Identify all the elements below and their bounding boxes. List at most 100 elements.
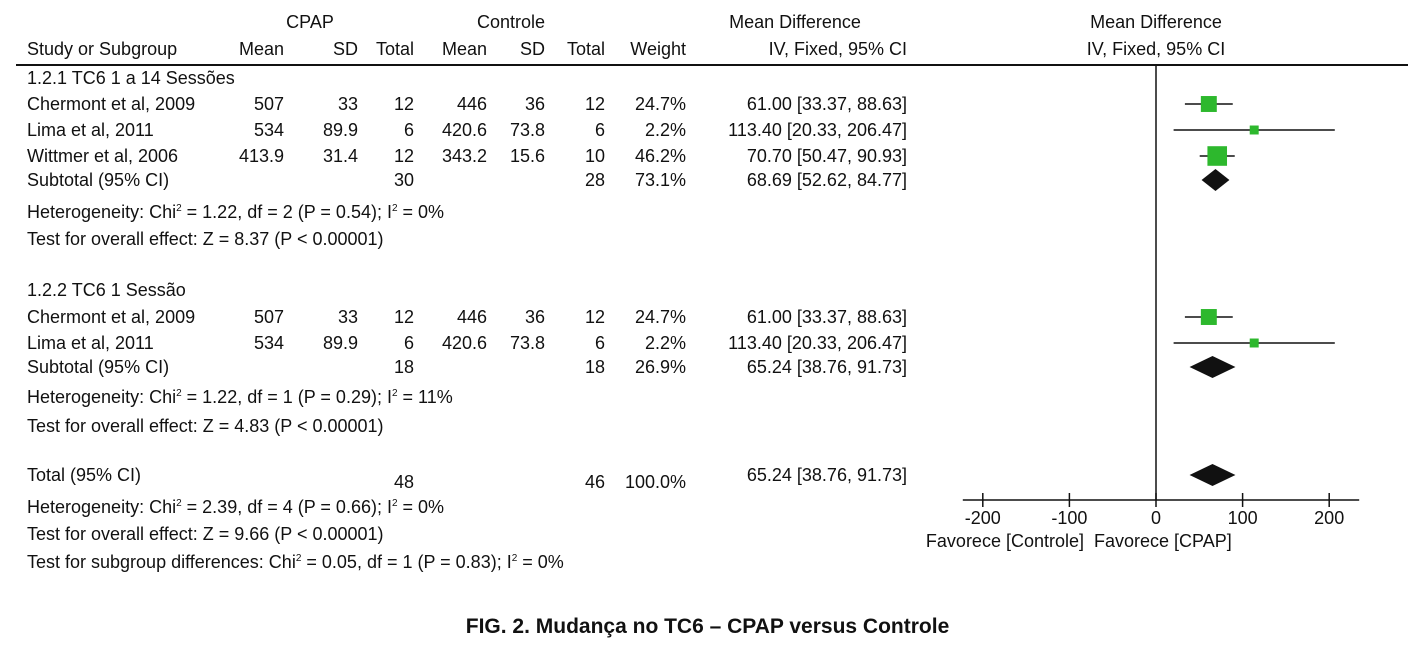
overall-effect-text: Test for overall effect: Z = 4.83 (P < 0… bbox=[27, 416, 384, 436]
study-sd-control: 15.6 bbox=[510, 146, 545, 166]
study-sd-cpap: 31.4 bbox=[323, 146, 358, 166]
study-mean-control: 446 bbox=[457, 94, 487, 114]
subtotal-label: Subtotal (95% CI) bbox=[27, 170, 169, 190]
study-ci: 61.00 [33.37, 88.63] bbox=[747, 307, 907, 327]
study-mean-cpap: 413.9 bbox=[239, 146, 284, 166]
study-mean-control: 420.6 bbox=[442, 333, 487, 353]
subtotal-weight: 26.9% bbox=[635, 357, 686, 377]
heterogeneity-text: Heterogeneity: Chi2 = 1.22, df = 1 (P = … bbox=[27, 387, 453, 407]
study-mean-cpap: 534 bbox=[254, 333, 284, 353]
effect-square bbox=[1249, 125, 1259, 135]
study-ci: 113.40 [20.33, 206.47] bbox=[728, 120, 907, 140]
study-name: Lima et al, 2011 bbox=[27, 333, 154, 353]
header-mean2: Mean bbox=[442, 39, 487, 59]
header-sd1: SD bbox=[333, 39, 358, 59]
study-total-control: 12 bbox=[585, 94, 605, 114]
total-heterogeneity-text: Heterogeneity: Chi2 = 2.39, df = 4 (P = … bbox=[27, 497, 444, 517]
header-group2: Controle bbox=[477, 12, 545, 32]
study-sd-control: 73.8 bbox=[510, 333, 545, 353]
study-mean-cpap: 534 bbox=[254, 120, 284, 140]
study-sd-cpap: 33 bbox=[338, 307, 358, 327]
study-sd-control: 36 bbox=[525, 307, 545, 327]
header-ci: IV, Fixed, 95% CI bbox=[769, 39, 907, 59]
header-sd2: SD bbox=[520, 39, 545, 59]
study-name: Chermont et al, 2009 bbox=[27, 94, 195, 114]
header-plot: Mean Difference bbox=[1090, 12, 1222, 32]
total-overall-effect-text: Test for overall effect: Z = 9.66 (P < 0… bbox=[27, 524, 384, 544]
subtotal-ci: 65.24 [38.76, 91.73] bbox=[747, 357, 907, 377]
study-sd-cpap: 89.9 bbox=[323, 120, 358, 140]
study-weight: 2.2% bbox=[645, 333, 686, 353]
x-label-left: Favorece [Controle] bbox=[926, 531, 1084, 551]
study-total-control: 6 bbox=[595, 333, 605, 353]
header-study: Study or Subgroup bbox=[27, 39, 177, 59]
header-weight: Weight bbox=[630, 39, 686, 59]
effect-square bbox=[1200, 96, 1217, 112]
subtotal-total-control: 28 bbox=[585, 170, 605, 190]
study-total-control: 12 bbox=[585, 307, 605, 327]
study-weight: 24.7% bbox=[635, 94, 686, 114]
study-total-cpap: 12 bbox=[394, 307, 414, 327]
study-weight: 24.7% bbox=[635, 307, 686, 327]
study-mean-control: 420.6 bbox=[442, 120, 487, 140]
total-label: Total (95% CI) bbox=[27, 465, 141, 485]
header-group1: CPAP bbox=[286, 12, 334, 32]
total-ci: 65.24 [38.76, 91.73] bbox=[747, 465, 907, 485]
study-total-cpap: 12 bbox=[394, 146, 414, 166]
summary-diamond bbox=[1189, 356, 1236, 378]
x-tick-label: 100 bbox=[1228, 508, 1258, 528]
subtotal-label: Subtotal (95% CI) bbox=[27, 357, 169, 377]
subgroup-differences-text: Test for subgroup differences: Chi2 = 0.… bbox=[27, 552, 564, 572]
study-mean-cpap: 507 bbox=[254, 307, 284, 327]
figure-caption: FIG. 2. Mudança no TC6 – CPAP versus Con… bbox=[465, 615, 950, 638]
study-total-control: 10 bbox=[585, 146, 605, 166]
study-weight: 46.2% bbox=[635, 146, 686, 166]
effect-square bbox=[1200, 309, 1217, 325]
subgroup-title: 1.2.1 TC6 1 a 14 Sessões bbox=[27, 68, 235, 88]
study-mean-control: 446 bbox=[457, 307, 487, 327]
effect-square bbox=[1249, 338, 1259, 348]
subtotal-total-cpap: 30 bbox=[394, 170, 414, 190]
x-tick-label: 200 bbox=[1314, 508, 1344, 528]
summary-diamond bbox=[1189, 464, 1236, 486]
subtotal-weight: 73.1% bbox=[635, 170, 686, 190]
summary-diamond bbox=[1201, 169, 1230, 191]
forest-plot: CPAP Controle Mean Difference Mean Differen… bbox=[16, 12, 1408, 572]
study-name: Wittmer et al, 2006 bbox=[27, 146, 178, 166]
study-sd-control: 36 bbox=[525, 94, 545, 114]
heterogeneity-text: Heterogeneity: Chi2 = 1.22, df = 2 (P = … bbox=[27, 202, 444, 222]
study-total-control: 6 bbox=[595, 120, 605, 140]
study-total-cpap: 6 bbox=[404, 333, 414, 353]
subtotal-ci: 68.69 [52.62, 84.77] bbox=[747, 170, 907, 190]
x-tick-label: -200 bbox=[965, 508, 1001, 528]
total-total-cpap: 48 bbox=[394, 472, 414, 492]
study-total-cpap: 6 bbox=[404, 120, 414, 140]
study-sd-cpap: 33 bbox=[338, 94, 358, 114]
study-weight: 2.2% bbox=[645, 120, 686, 140]
study-mean-control: 343.2 bbox=[442, 146, 487, 166]
header-total1: Total bbox=[376, 39, 414, 59]
header-mean1: Mean bbox=[239, 39, 284, 59]
study-ci: 61.00 [33.37, 88.63] bbox=[747, 94, 907, 114]
study-mean-cpap: 507 bbox=[254, 94, 284, 114]
study-ci: 70.70 [50.47, 90.93] bbox=[747, 146, 907, 166]
study-name: Lima et al, 2011 bbox=[27, 120, 154, 140]
header-total2: Total bbox=[567, 39, 605, 59]
subtotal-total-control: 18 bbox=[585, 357, 605, 377]
total-total-control: 46 bbox=[585, 472, 605, 492]
header-plot-sub: IV, Fixed, 95% CI bbox=[1087, 39, 1225, 59]
x-tick-label: 0 bbox=[1151, 508, 1161, 528]
overall-effect-text: Test for overall effect: Z = 8.37 (P < 0… bbox=[27, 229, 384, 249]
x-label-right: Favorece [CPAP] bbox=[1094, 531, 1232, 551]
study-sd-cpap: 89.9 bbox=[323, 333, 358, 353]
subgroup-title: 1.2.2 TC6 1 Sessão bbox=[27, 280, 186, 300]
effect-square bbox=[1207, 146, 1228, 166]
x-tick-label: -100 bbox=[1051, 508, 1087, 528]
header-md: Mean Difference bbox=[729, 12, 861, 32]
total-weight: 100.0% bbox=[625, 472, 686, 492]
study-sd-control: 73.8 bbox=[510, 120, 545, 140]
subtotal-total-cpap: 18 bbox=[394, 357, 414, 377]
study-ci: 113.40 [20.33, 206.47] bbox=[728, 333, 907, 353]
study-total-cpap: 12 bbox=[394, 94, 414, 114]
study-name: Chermont et al, 2009 bbox=[27, 307, 195, 327]
